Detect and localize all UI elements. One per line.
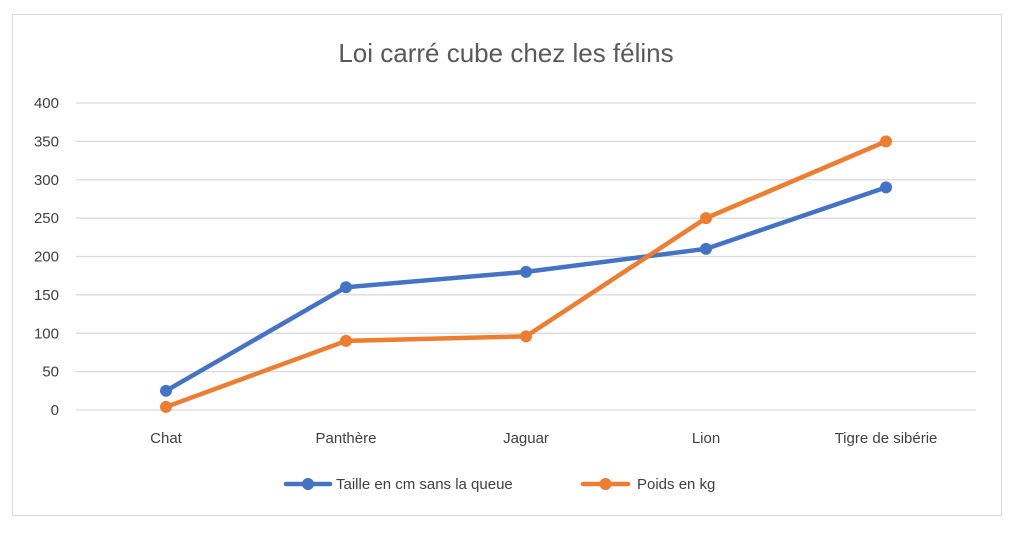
y-tick-label: 300: [34, 172, 59, 189]
x-tick-label: Jaguar: [503, 430, 549, 447]
data-point: [880, 181, 892, 194]
y-tick-label: 200: [34, 249, 59, 266]
data-point: [700, 242, 712, 255]
x-tick-label: Tigre de sibérie: [835, 430, 938, 447]
legend-swatch-marker: [302, 478, 314, 490]
data-point: [340, 281, 352, 294]
legend-swatch-marker: [599, 478, 612, 490]
chart-frame: [12, 14, 1002, 516]
y-tick-label: 250: [34, 210, 59, 227]
series-lines: [160, 135, 892, 413]
data-point: [700, 212, 712, 225]
chart-title: Loi carré cube chez les félins: [338, 38, 673, 68]
y-tick-label: 350: [34, 133, 59, 150]
data-point: [160, 400, 172, 413]
y-tick-label: 100: [34, 325, 59, 342]
x-tick-label: Lion: [692, 430, 720, 447]
data-point: [520, 330, 532, 343]
data-point: [880, 135, 892, 148]
data-point: [340, 334, 352, 347]
data-point: [520, 265, 532, 278]
y-tick-label: 50: [42, 364, 59, 381]
y-tick-label: 150: [34, 287, 59, 304]
legend: Taille en cm sans la queue Poids en kg: [283, 476, 715, 493]
x-tick-label: Panthère: [316, 430, 377, 447]
legend-label: Taille en cm sans la queue: [336, 476, 513, 493]
y-tick-label: 400: [34, 95, 59, 112]
x-tick-label: Chat: [150, 430, 183, 447]
data-point: [160, 384, 172, 397]
y-axis-ticks: 0 50 100 150 200 250 300 350 400: [34, 95, 59, 419]
x-axis-ticks: Chat Panthère Jaguar Lion Tigre de sibérie: [150, 430, 937, 447]
legend-label: Poids en kg: [637, 476, 715, 493]
gridlines: [76, 102, 976, 411]
y-tick-label: 0: [51, 402, 59, 419]
